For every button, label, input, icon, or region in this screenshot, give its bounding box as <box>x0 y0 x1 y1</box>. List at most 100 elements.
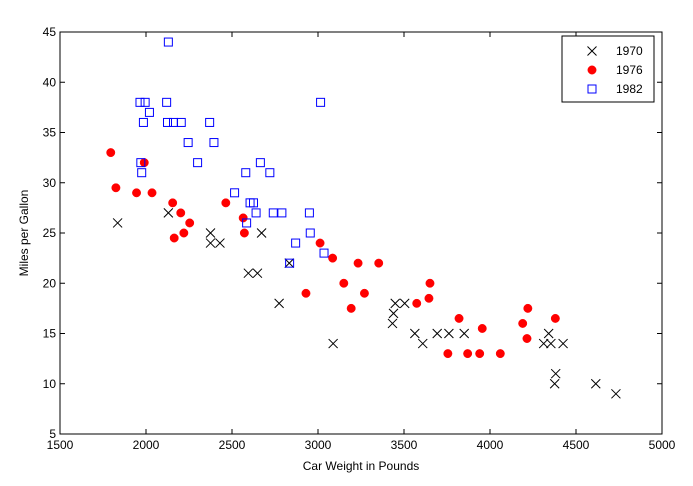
point-1970 <box>205 228 216 238</box>
point-1976 <box>374 258 384 268</box>
marker-stroke <box>205 238 216 248</box>
point-1970 <box>543 328 554 339</box>
marker-stroke <box>558 338 568 349</box>
point-1976 <box>523 303 533 313</box>
marker-stroke <box>328 338 338 349</box>
point-1982 <box>277 208 287 218</box>
x-tick-label: 4000 <box>477 438 504 452</box>
marker-stroke <box>387 318 398 329</box>
marker-stroke <box>611 388 621 399</box>
point-1970 <box>252 268 263 279</box>
point-1982 <box>291 238 301 248</box>
marker-stroke <box>284 258 295 269</box>
point-1982 <box>285 258 295 268</box>
point-1976 <box>132 188 141 198</box>
point-1982 <box>163 37 173 47</box>
point-1976 <box>477 324 487 333</box>
point-1970 <box>284 258 295 269</box>
marker-stroke <box>587 46 597 56</box>
point-1976 <box>587 65 597 75</box>
point-1976 <box>443 349 453 359</box>
x-axis-label: Car Weight in Pounds <box>303 459 420 473</box>
point-1976 <box>424 293 434 303</box>
marker-stroke <box>550 368 561 379</box>
point-1970 <box>587 46 597 56</box>
y-tick-label: 15 <box>43 327 57 341</box>
point-1982 <box>144 107 154 117</box>
point-1976 <box>179 228 189 238</box>
point-1970 <box>205 238 216 248</box>
marker-stroke <box>417 338 428 349</box>
point-1982 <box>316 97 326 107</box>
point-1976 <box>328 253 338 263</box>
point-1976 <box>495 349 505 359</box>
point-1970 <box>388 308 399 319</box>
point-1970 <box>409 328 420 339</box>
point-1982 <box>251 208 261 218</box>
point-1970 <box>328 338 338 349</box>
x-tick-label: 2500 <box>219 438 246 452</box>
point-1970 <box>611 388 621 399</box>
point-1976 <box>353 258 363 268</box>
point-1982 <box>135 97 145 107</box>
point-1982 <box>319 248 329 258</box>
point-1970 <box>390 298 401 309</box>
point-1982 <box>249 198 258 208</box>
x-tick-label: 1500 <box>47 438 74 452</box>
marker-stroke <box>590 378 601 389</box>
point-1982 <box>305 228 315 238</box>
point-1976 <box>346 303 356 313</box>
point-1976 <box>425 278 435 288</box>
point-1982 <box>193 158 203 168</box>
y-tick-label: 10 <box>43 377 57 391</box>
point-1982 <box>265 168 275 178</box>
point-1976 <box>359 288 369 298</box>
point-1970 <box>444 328 454 339</box>
point-1982 <box>136 158 146 168</box>
legend-box <box>561 35 655 103</box>
point-1976 <box>176 208 186 218</box>
point-1976 <box>221 198 231 208</box>
point-1970 <box>590 378 601 389</box>
legend-label-1976: 1976 <box>616 63 643 77</box>
point-1970 <box>549 378 560 389</box>
x-tick-label: 3500 <box>391 438 418 452</box>
y-tick-label: 45 <box>43 25 57 39</box>
y-tick-label: 25 <box>43 226 57 240</box>
marker-stroke <box>444 328 454 339</box>
y-tick-label: 20 <box>43 276 57 290</box>
marker-stroke <box>215 238 225 248</box>
point-1976 <box>139 158 149 168</box>
point-1970 <box>558 338 568 349</box>
y-tick-label: 40 <box>43 75 57 89</box>
point-1982 <box>137 168 147 178</box>
x-tick-label: 2000 <box>133 438 160 452</box>
point-1982 <box>587 84 597 94</box>
point-1976 <box>463 349 473 359</box>
point-1982 <box>138 117 148 127</box>
point-1976 <box>518 319 528 328</box>
point-1982 <box>230 188 240 198</box>
marker-stroke <box>112 218 123 228</box>
point-1970 <box>550 368 561 379</box>
y-tick-label: 5 <box>49 427 56 441</box>
point-1982 <box>163 117 172 127</box>
marker-stroke <box>432 328 443 339</box>
marker-stroke <box>163 208 174 218</box>
data-points <box>106 37 621 399</box>
point-1982 <box>255 158 265 168</box>
point-1970 <box>112 218 123 228</box>
point-1976 <box>522 334 532 343</box>
point-1982 <box>242 218 252 228</box>
y-tick-label: 30 <box>43 176 57 190</box>
point-1970 <box>432 328 443 339</box>
point-1976 <box>475 349 485 359</box>
marker-stroke <box>243 268 254 279</box>
y-axis-ticks: 5 10 15 20 25 30 35 40 45 <box>43 25 662 441</box>
point-1970 <box>163 208 174 218</box>
point-1982 <box>140 97 150 107</box>
marker-stroke <box>546 338 556 349</box>
point-1976 <box>147 188 157 198</box>
point-1970 <box>538 338 549 349</box>
